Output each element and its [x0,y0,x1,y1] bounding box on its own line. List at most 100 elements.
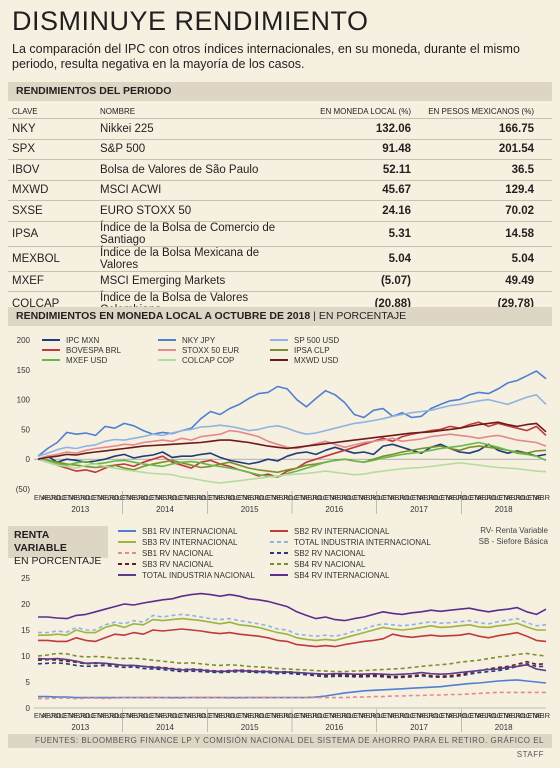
x-tick-label: JUL [427,493,440,502]
x-tick-label: ABR [157,493,173,502]
y-tick-label: 0 [26,704,31,713]
x-year-label: 2018 [495,723,513,732]
legend-label: SB1 RV NACIONAL [142,549,214,558]
cell-local: 132.06 [297,118,415,139]
legend-label: SB2 RV NACIONAL [294,549,366,558]
x-tick-label: ENE [469,711,484,720]
cell-clave: MXEF [8,270,96,292]
y-tick-label: 15 [21,626,30,635]
cell-nombre: Índice de la Bolsa Mexicana de Valores [96,245,297,271]
cell-nombre: Índice de la Bolsa de Comercio de Santia… [96,220,297,246]
x-tick-label: ABR [41,493,57,502]
cell-pesos: 14.58 [415,220,552,246]
series-line [37,445,547,474]
x-tick-label: JUL [311,493,324,502]
cell-nombre: EURO STOXX 50 [96,200,297,221]
x-year-label: 2016 [325,723,343,732]
chart1-unit: EN PORCENTAJE [318,310,407,322]
chart2-note-sb: SB - Siefore Básica [479,537,549,546]
x-year-label: 2018 [495,505,513,514]
x-tick-label: ABR [215,493,231,502]
x-tick-label: ABR [128,493,144,502]
cell-nombre: Nikkei 225 [96,118,297,139]
series-line [38,679,547,699]
x-tick-label: ABR [128,711,144,720]
x-tick-label: ENE [382,493,397,502]
x-tick-label: OCT [85,711,101,720]
x-tick-label: OCT [375,493,391,502]
table-section-title: RENDIMIENTOS DEL PERIODO [16,85,172,97]
x-tick-label: ENE [237,711,252,720]
cell-clave: NKY [8,118,96,139]
series-line [38,592,547,622]
x-tick-label: JUL [485,711,498,720]
x-tick-label: JUL [78,493,91,502]
x-tick-label: ABR [448,493,464,502]
source-bar: FUENTES: BLOOMBERG FINANCE LP Y COMISIÓN… [8,734,552,759]
returns-table: CLAVE NOMBRE EN MONEDA LOCAL (%) EN PESO… [8,104,552,316]
x-year-label: 2015 [241,723,259,732]
legend-label: NKY JPY [182,336,216,345]
x-tick-label: OCT [491,493,507,502]
table-row: NKY Nikkei 225 132.06 166.75 [8,118,552,139]
x-tick-label: ENE [498,711,513,720]
x-tick-label: OCT [404,493,420,502]
x-tick-label: OCT [317,711,333,720]
x-tick-label: OCT [85,493,101,502]
x-tick-label: JUL [49,493,62,502]
x-tick-label: JUL [282,711,295,720]
x-year-label: 2015 [241,505,259,514]
x-tick-label: ENE [121,493,136,502]
cell-clave: MXWD [8,179,96,201]
x-tick-label: OCT [259,493,275,502]
legend-label: SP 500 USD [294,336,339,345]
x-tick-label: JUL [137,493,150,502]
x-tick-label: OCT [404,711,420,720]
legend-label: TOTAL INDUSTRIA NACIONAL [142,571,255,580]
col-header-local: EN MONEDA LOCAL (%) [320,106,411,116]
x-tick-label: ABR [302,493,318,502]
cell-nombre: MSCI ACWI [96,179,297,201]
x-year-label: 2017 [410,505,428,514]
table-header-row: CLAVE NOMBRE EN MONEDA LOCAL (%) EN PESO… [8,104,552,119]
cell-local: 91.48 [297,138,415,160]
cell-pesos: 5.04 [415,245,552,271]
x-tick-label: OCT [201,493,217,502]
x-tick-label: OCT [143,711,159,720]
x-tick-label: ABR [41,711,57,720]
table-row: MXWD MSCI ACWI 45.67 129.4 [8,179,552,201]
chart1-title: RENDIMIENTOS EN MONEDA LOCAL A OCTUBRE D… [16,310,311,322]
cell-clave: SPX [8,138,96,160]
x-tick-label: JUL [282,493,295,502]
x-tick-label: ABR [99,493,115,502]
x-tick-label: ABR [390,493,406,502]
chart1: 200150100500(50)ENEABRJULOCTENEABRJULOCT… [16,336,551,514]
series-line [37,421,547,460]
x-tick-label: ENE [469,493,484,502]
x-tick-label: JUL [514,493,527,502]
x-tick-label: ENE [237,493,252,502]
x-tick-label: ABR [215,711,231,720]
legend-label: SB4 RV INTERNACIONAL [294,571,390,580]
series-line [37,662,546,679]
x-tick-label: ABR [419,711,435,720]
x-tick-label: ENE [527,711,542,720]
legend-label: SB3 RV NACIONAL [142,560,214,569]
col-header-clave: CLAVE [12,106,38,116]
legend-label: SB2 RV INTERNACIONAL [294,527,390,536]
col-header-pesos: EN PESOS MEXICANOS (%) [428,106,534,116]
x-tick-label: ENE [353,493,368,502]
legend-label: COLCAP COP [182,356,234,365]
x-tick-label: ENE [63,711,78,720]
x-tick-label: ENE [150,493,165,502]
y-tick-label: 5 [26,678,31,687]
cell-local: 5.31 [297,220,415,246]
table-row: SXSE EURO STOXX 50 24.16 70.02 [8,200,552,221]
table-section-header: RENDIMIENTOS DEL PERIODO [8,82,552,101]
x-tick-label: JUL [340,711,353,720]
series-line [38,617,546,642]
x-tick-label: JUL [456,493,469,502]
y-tick-label: 200 [17,336,31,345]
legend-label: SB3 RV INTERNACIONAL [142,538,238,547]
cell-local: 52.11 [297,159,415,180]
